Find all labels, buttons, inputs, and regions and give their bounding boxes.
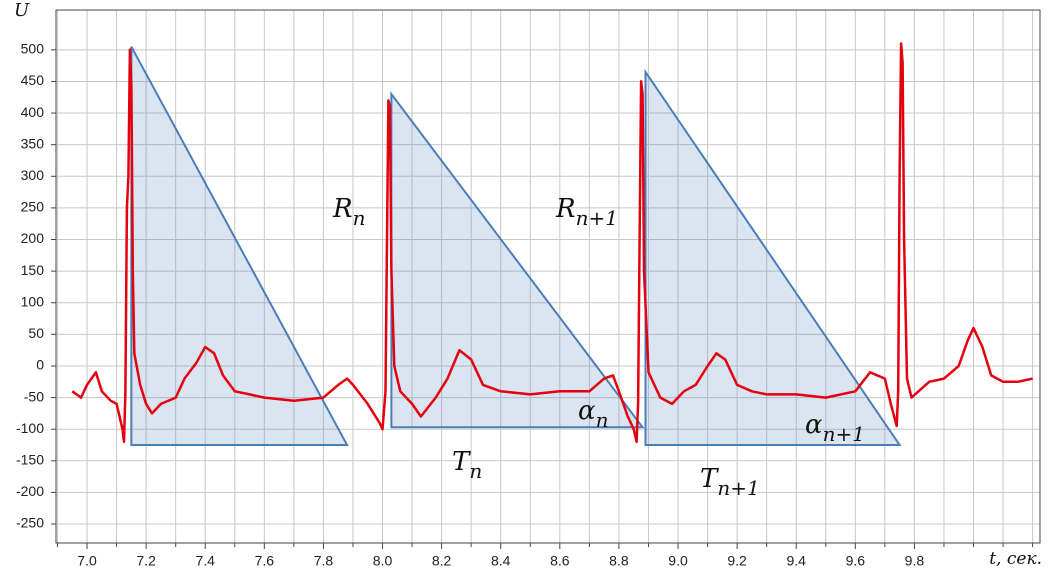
x-tick-label: 7.8 (314, 553, 334, 569)
x-tick-label: 8.6 (550, 553, 570, 569)
y-tick-label: -250 (16, 515, 44, 531)
annotation-base: α (578, 396, 596, 426)
x-tick-label: 9.0 (668, 553, 688, 569)
y-tick-label: 0 (36, 357, 44, 373)
x-tick-label: 7.2 (136, 553, 156, 569)
annotation-base: T (700, 464, 719, 494)
y-axis-label: U (14, 0, 30, 21)
x-tick-label: 8.4 (491, 553, 511, 569)
annotation: Tn (452, 447, 482, 483)
x-axis-label: t, сек. (989, 549, 1042, 569)
annotation-sub: n+1 (576, 206, 618, 230)
annotation-sub: n+1 (823, 422, 865, 446)
annotation: Rn+1 (555, 194, 618, 230)
x-tick-label: 7.0 (77, 553, 97, 569)
triangle (644, 68, 902, 446)
y-tick-label: -100 (16, 420, 44, 436)
x-tick-label: 8.2 (432, 553, 452, 569)
y-tick-label: -200 (16, 483, 44, 499)
y-tick-label: -150 (16, 452, 44, 468)
x-tick-label: 9.4 (786, 553, 806, 569)
annotation-base: T (452, 447, 471, 477)
x-tick-label: 8.8 (609, 553, 629, 569)
y-tick-label: 300 (21, 167, 45, 183)
annotation: Tn+1 (700, 464, 760, 500)
y-tick-label: 350 (21, 135, 45, 151)
y-tick-label: 50 (28, 325, 44, 341)
annotation-base: R (332, 194, 353, 224)
y-tick-label: 150 (21, 262, 45, 278)
y-tick-label: 400 (21, 104, 45, 120)
x-tick-label: 7.4 (195, 553, 215, 569)
x-tick-label: 7.6 (255, 553, 275, 569)
y-tick-label: 100 (21, 293, 45, 309)
y-tick-label: 250 (21, 199, 45, 215)
x-tick-label: 9.8 (905, 553, 925, 569)
annotation-sub: n+1 (717, 476, 759, 500)
annotation-base: R (555, 194, 576, 224)
annotation: αn+1 (805, 410, 865, 446)
x-tick-label: 9.6 (846, 553, 866, 569)
triangle (130, 46, 349, 446)
y-tick-label: -50 (24, 388, 44, 404)
annotation-sub: n (469, 459, 482, 483)
annotation-sub: n (596, 408, 609, 432)
plot-frame (55, 9, 1041, 544)
annotation-base: α (805, 410, 823, 440)
signal-line (71, 42, 1033, 444)
annotation: Rn (332, 194, 365, 230)
x-tick-label: 8.0 (373, 553, 393, 569)
y-tick-label: 450 (21, 72, 45, 88)
annotation: αn (578, 396, 608, 432)
y-tick-label: 500 (21, 41, 45, 57)
y-tick-label: 200 (21, 230, 45, 246)
x-tick-label: 9.2 (727, 553, 747, 569)
annotation-sub: n (353, 206, 366, 230)
